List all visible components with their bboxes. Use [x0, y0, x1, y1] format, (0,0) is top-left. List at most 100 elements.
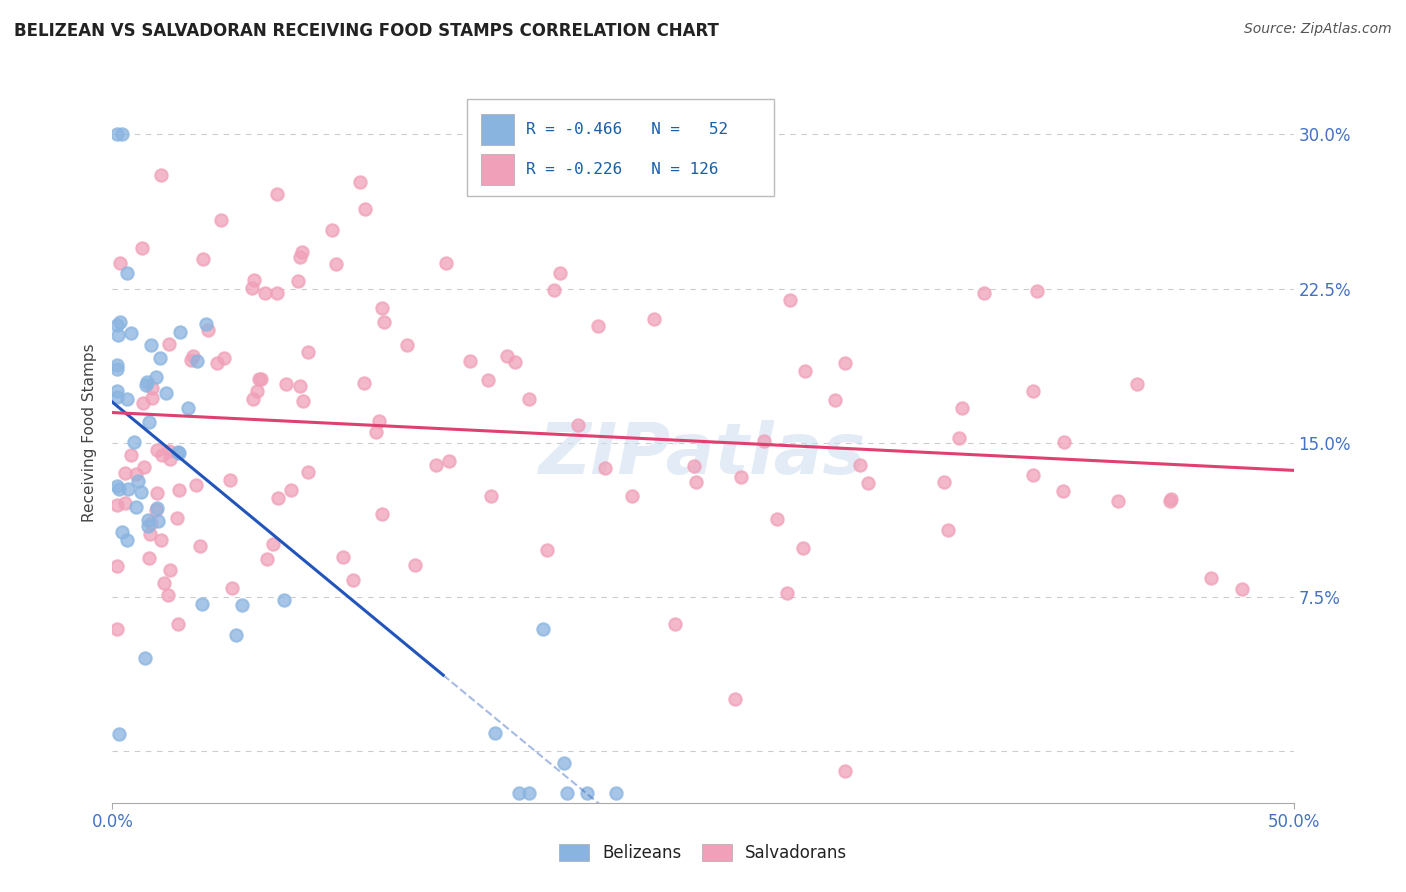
Point: [266, 286, 288, 301]
Point: [396, 338, 419, 352]
Point: [166, 616, 188, 631]
Point: [157, 444, 180, 458]
Point: [138, 415, 160, 429]
FancyBboxPatch shape: [467, 99, 773, 195]
Point: [180, 353, 202, 368]
Point: [297, 345, 319, 359]
Point: [209, 213, 232, 227]
Point: [188, 539, 211, 553]
Point: [792, 541, 814, 555]
Point: [517, 785, 540, 799]
Point: [129, 485, 152, 500]
Point: [353, 376, 375, 390]
Point: [368, 414, 391, 428]
Point: [120, 448, 142, 462]
Point: [115, 267, 138, 281]
Point: [936, 524, 959, 538]
Point: [291, 244, 314, 259]
Point: [221, 582, 243, 596]
Point: [253, 285, 276, 300]
Point: [280, 483, 302, 498]
Point: [159, 451, 181, 466]
Point: [349, 175, 371, 189]
Point: [371, 301, 394, 315]
Point: [605, 785, 627, 799]
Point: [141, 381, 163, 395]
Point: [105, 390, 128, 404]
Point: [287, 274, 309, 288]
Point: [242, 273, 264, 287]
Point: [371, 507, 394, 521]
Point: [503, 355, 526, 369]
Point: [776, 586, 799, 600]
Point: [120, 326, 142, 341]
Point: [156, 588, 179, 602]
Point: [105, 362, 128, 376]
Point: [425, 458, 447, 472]
Point: [643, 312, 665, 326]
Point: [1025, 285, 1047, 299]
Point: [779, 293, 801, 307]
Point: [555, 785, 578, 799]
Point: [664, 617, 686, 632]
Bar: [481, 153, 515, 185]
Point: [110, 525, 132, 540]
Point: [479, 489, 502, 503]
Point: [1053, 435, 1076, 450]
Point: [288, 378, 311, 392]
Point: [834, 356, 856, 370]
Text: Source: ZipAtlas.com: Source: ZipAtlas.com: [1244, 22, 1392, 37]
Point: [105, 499, 128, 513]
Point: [477, 373, 499, 387]
Point: [125, 467, 148, 482]
Point: [108, 315, 131, 329]
Point: [484, 726, 506, 740]
Point: [122, 434, 145, 449]
Point: [685, 475, 707, 489]
Point: [149, 351, 172, 366]
Point: [242, 392, 264, 406]
Point: [136, 512, 159, 526]
Point: [145, 370, 167, 384]
Point: [548, 266, 571, 280]
Point: [136, 519, 159, 533]
Point: [1052, 484, 1074, 499]
Point: [262, 537, 284, 551]
Point: [124, 500, 146, 514]
Point: [138, 550, 160, 565]
Point: [207, 356, 229, 370]
Point: [134, 651, 156, 665]
Point: [191, 252, 214, 267]
Point: [536, 543, 558, 558]
Point: [105, 358, 128, 372]
Point: [595, 461, 617, 475]
Point: [146, 443, 169, 458]
Point: [1160, 491, 1182, 506]
Point: [586, 318, 609, 333]
Point: [543, 283, 565, 297]
Text: R = -0.226   N = 126: R = -0.226 N = 126: [526, 161, 718, 177]
Point: [1159, 494, 1181, 508]
Point: [553, 756, 575, 770]
Point: [325, 257, 347, 271]
Point: [508, 785, 530, 799]
Point: [114, 466, 136, 480]
Point: [249, 372, 271, 386]
Point: [404, 558, 426, 573]
Point: [321, 223, 343, 237]
Point: [105, 128, 128, 142]
Point: [169, 483, 191, 498]
Point: [354, 202, 377, 216]
Point: [186, 478, 208, 492]
Point: [247, 372, 270, 386]
Point: [342, 574, 364, 588]
Point: [105, 479, 128, 493]
Point: [973, 286, 995, 301]
Point: [517, 392, 540, 407]
Point: [145, 502, 167, 516]
Point: [105, 384, 128, 398]
Point: [266, 187, 288, 202]
Point: [766, 512, 789, 526]
Point: [267, 491, 290, 506]
Point: [153, 576, 176, 591]
